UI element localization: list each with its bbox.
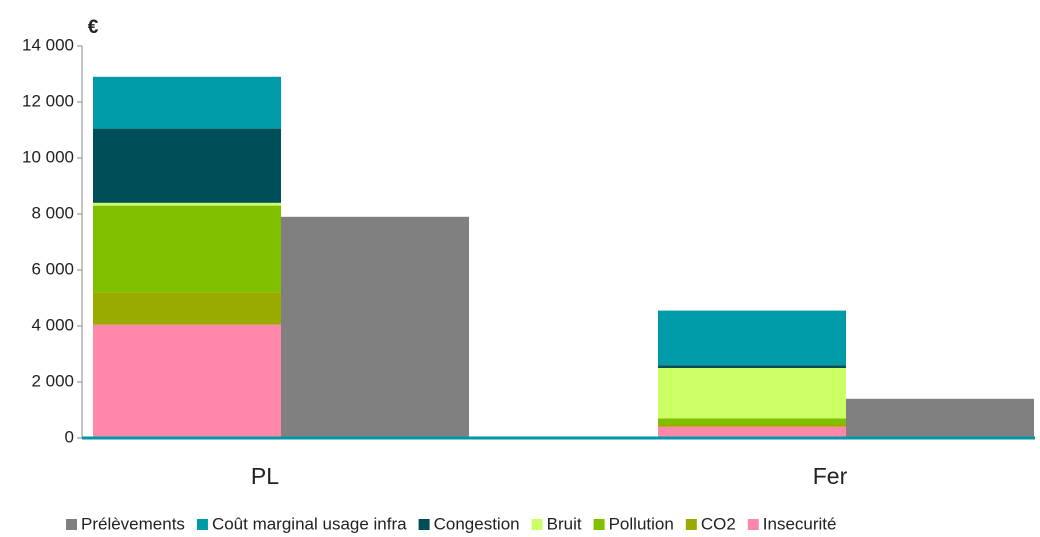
legend-swatch xyxy=(196,519,208,530)
legend-label: CO2 xyxy=(701,514,736,533)
legend-label: Coût marginal usage infra xyxy=(212,514,407,533)
bar-segment xyxy=(93,292,281,325)
bar-segment xyxy=(658,310,846,366)
y-tick-label: 14 000 xyxy=(22,35,74,54)
legend-swatch xyxy=(747,519,759,530)
x-tick-label: Fer xyxy=(813,463,848,489)
bar-segment xyxy=(93,205,281,293)
y-tick-label: 10 000 xyxy=(22,147,74,166)
x-tick-label: PL xyxy=(251,463,279,489)
y-tick-label: 12 000 xyxy=(22,91,74,110)
bar-segment xyxy=(93,76,281,129)
legend-swatch xyxy=(418,519,430,530)
legend-label: Insecurité xyxy=(763,514,837,533)
legend-swatch xyxy=(685,519,697,530)
bar-segment xyxy=(658,418,846,424)
bar-segment xyxy=(93,128,281,203)
y-tick-label: 4 000 xyxy=(31,315,74,334)
bar-segment xyxy=(658,368,846,419)
y-tick-label: 2 000 xyxy=(31,371,74,390)
legend-swatch xyxy=(66,519,77,530)
legend-swatch xyxy=(593,519,605,530)
legend-label: Pollution xyxy=(609,514,674,533)
bar-segment xyxy=(658,365,846,368)
legend-swatch xyxy=(531,519,543,530)
bar-segment xyxy=(846,398,1034,438)
bar-segment xyxy=(93,202,281,206)
legend-label: Congestion xyxy=(434,514,520,533)
legend-label: Bruit xyxy=(547,514,582,533)
bar-segment xyxy=(658,424,846,427)
y-tick-label: 0 xyxy=(65,427,74,446)
y-tick-label: 6 000 xyxy=(31,259,74,278)
bar-segment xyxy=(93,324,281,438)
bar-segment xyxy=(658,426,846,438)
y-tick-label: 8 000 xyxy=(31,203,74,222)
bar-segment xyxy=(281,216,469,438)
y-axis-label: € xyxy=(88,17,99,38)
legend-label: Prélèvements xyxy=(81,514,185,533)
